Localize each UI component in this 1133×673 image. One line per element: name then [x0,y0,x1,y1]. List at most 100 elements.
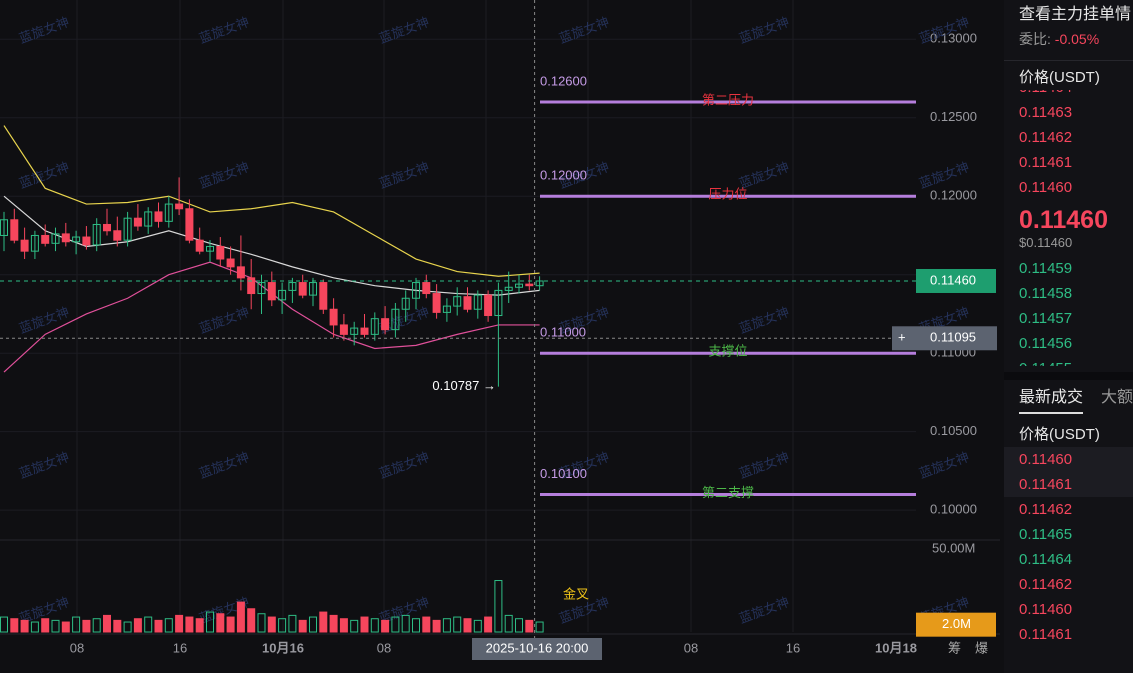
trade-price: 0.11465 [1019,526,1073,543]
candle-body [247,277,256,295]
bid-price: 0.11455 [1004,356,1133,366]
volume-bar [10,618,19,633]
panel-title[interactable]: 查看主力挂单情 [1019,6,1132,23]
x-tick-label: 10月16 [262,640,304,655]
ratio-label: 委比: [1019,31,1051,47]
candle-body [103,223,111,232]
candle-body [278,289,287,301]
bid-price: 0.11457 [1019,310,1073,327]
volume-bar [185,616,194,633]
trade-price: 0.11464 [1019,551,1073,568]
level-label: 0.12000 [540,168,587,183]
watermark: 蓝旋女神 [197,159,251,191]
volume-bar [319,611,328,633]
volume-bar [51,619,60,633]
trade-price: 0.11462 [1019,576,1073,593]
volume-bar [422,616,431,633]
band-line [3,195,540,296]
candle-body [144,211,153,227]
vma-tag [916,612,996,637]
vma-label: 2.0M [942,616,971,631]
trade-price: 0.11461 [1019,626,1073,643]
watermark: 蓝旋女神 [197,304,251,336]
y-tick-label: 0.10500 [930,423,977,438]
candle-body [61,233,70,243]
volume-bar [442,618,451,633]
candle-body [154,211,163,222]
divider [1004,372,1133,380]
volume-bar [61,621,70,633]
volume-bar [0,616,8,633]
candle-body [236,266,245,279]
volume-bar [257,613,266,633]
level-name: 压力位 [708,187,747,202]
watermark: 蓝旋女神 [737,14,791,46]
volume-bar [339,618,348,633]
volume-bar [391,616,400,633]
volume-bar [473,619,482,633]
candle-body [0,219,8,236]
volume-bar [247,608,256,633]
candle-body [463,296,472,310]
candle-body [123,217,132,241]
watermark: 蓝旋女神 [17,304,71,336]
volume-bar [236,601,245,633]
volume-bar [206,611,214,633]
bid-price: 0.11458 [1019,285,1073,302]
band-line [3,125,540,277]
candle-body [515,283,523,288]
ask-price: 0.11460 [1019,179,1073,196]
volume-bar [525,619,534,633]
candle-body [401,297,410,310]
candle-body [30,234,39,252]
bottom-icon: 筹 [948,640,961,655]
bid-price: 0.11456 [1019,335,1073,352]
bids: 0.11459 0.11458 0.11457 0.11456 0.11455 [1004,256,1133,366]
candle-body [329,308,338,326]
candle-body [216,245,225,260]
candle-body [309,282,317,296]
watermark: 蓝旋女神 [17,449,71,481]
tab[interactable]: 大额 [1101,389,1133,406]
candle-body [391,308,400,331]
volume-bar [412,618,420,633]
ask-price: 0.11462 [1019,129,1073,146]
volume-bar [298,619,307,633]
candle-body [72,236,81,243]
volume-bar [350,619,359,633]
v-tick-label: 50.00M [932,540,975,555]
volume-bar [267,616,276,633]
trades: 0.11460 0.11461 0.11462 0.11465 0.11464 0.114… [1004,447,1133,647]
candle-body [412,282,420,299]
candle-body [82,236,91,246]
trade-price: 0.11462 [1019,501,1073,518]
candle-body [226,258,235,268]
y-tick-label: 0.13000 [930,31,977,46]
watermark: 蓝旋女神 [557,14,611,46]
bid-price: 0.11459 [1019,260,1073,277]
candle-body [422,282,431,295]
volume-bar [360,616,369,633]
level-label: 0.10100 [540,466,587,481]
order-panel: 查看主力挂单情 委比: -0.05% 价格(USDT) 0.114640.114… [1004,0,1133,673]
volume-bar [288,614,297,633]
last-price-label: 0.11460 [930,272,976,287]
volume-bar [133,618,142,633]
candle-body [381,318,390,331]
volume-bar [113,619,122,633]
candle-body [267,282,276,301]
last-price-tag [916,268,996,293]
watermark: 蓝旋女神 [737,304,791,336]
volume-bar [226,616,235,633]
trade-price: 0.11460 [1004,447,1133,472]
candle-body [185,208,194,241]
candle-body [175,203,184,210]
volume-bar [195,618,204,633]
volume-bar [401,614,410,633]
watermark: 蓝旋女神 [197,449,251,481]
trade-price: 0.11460 [1019,601,1073,618]
chart: 0.130000.125000.120000.115000.110000.105… [0,0,1000,660]
candle-body [432,293,441,313]
tab[interactable]: 最新成交 [1019,389,1084,414]
